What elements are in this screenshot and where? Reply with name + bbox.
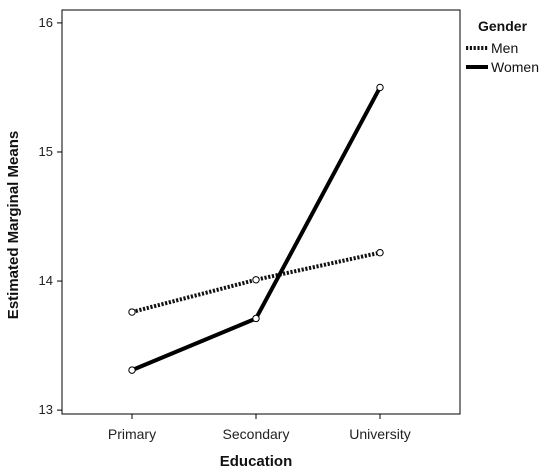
series-line-men [131, 250, 381, 314]
series-lines [131, 86, 382, 372]
data-point-women [128, 366, 136, 374]
y-axis: 13 14 15 16 [39, 15, 62, 417]
data-point-men [252, 276, 260, 284]
y-axis-title: Estimated Marginal Means [5, 131, 22, 319]
legend-title: Gender [478, 18, 528, 34]
data-point-women [376, 83, 384, 92]
x-axis-title: Education [220, 453, 293, 470]
legend-label-men: Men [491, 40, 518, 56]
legend: Gender Men Women [466, 18, 539, 75]
x-axis: Primary Secondary University [108, 414, 411, 442]
series-line-women [131, 86, 382, 372]
x-tick-label: Primary [108, 426, 156, 442]
data-point-women [252, 314, 260, 323]
legend-label-women: Women [491, 59, 539, 75]
series-markers [128, 83, 384, 374]
y-tick-label: 14 [39, 273, 53, 288]
plot-frame [61, 9, 461, 415]
x-tick-label: University [349, 426, 410, 442]
data-point-men [376, 248, 384, 257]
y-tick-label: 16 [39, 15, 53, 30]
data-point-men [128, 308, 136, 316]
y-tick-label: 13 [39, 402, 53, 417]
y-tick-label: 15 [39, 144, 53, 159]
x-tick-label: Secondary [223, 426, 290, 442]
